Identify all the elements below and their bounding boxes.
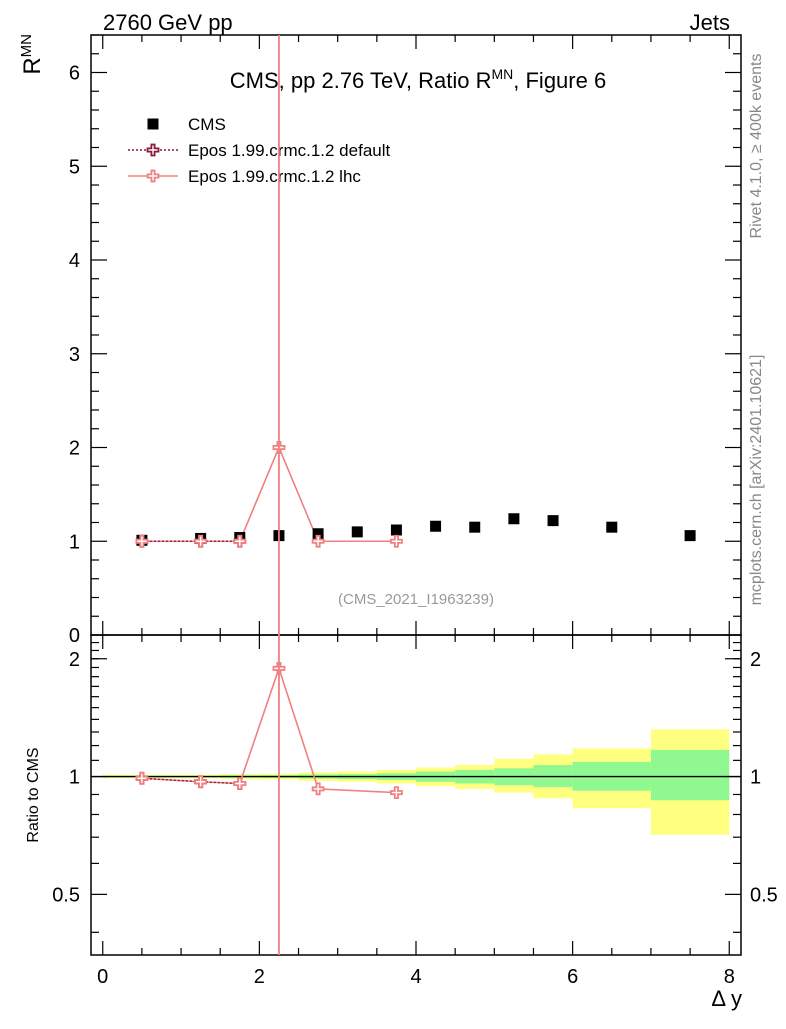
lhc-point (311, 534, 325, 548)
legend-label: Epos 1.99.crmc.1.2 default (188, 141, 391, 160)
ratio-lhc-point (194, 775, 208, 789)
cms-point (508, 513, 520, 525)
main-y-tick-label: 5 (69, 156, 80, 178)
ratio-uncertainty-bands (91, 729, 741, 835)
main-series (135, 441, 696, 548)
ratio-lhc-point (135, 771, 149, 785)
cms-point (469, 521, 481, 533)
main-y-tick-label: 0 (69, 625, 80, 647)
ratio-lhc-point (390, 786, 403, 799)
cms-point (547, 515, 559, 527)
ratio-y-tick-label: 1 (69, 767, 80, 789)
ratio-y-tick-label: 2 (69, 649, 80, 671)
main-y-tick-label: 4 (69, 250, 80, 272)
ratio-lhc-point (311, 782, 325, 796)
cms-point (390, 524, 402, 536)
legend-marker (146, 169, 160, 183)
main-title: CMS, pp 2.76 TeV, Ratio RMN, Figure 6 (230, 66, 606, 93)
mcplots-label: mcplots.cern.ch [arXiv:2401.10621] (748, 355, 765, 606)
ratio-y-tick-label-right: 1 (750, 767, 761, 789)
ratio-y-tick-label-right: 2 (750, 649, 761, 671)
main-y-tick-label: 1 (69, 531, 80, 553)
lhc-point (194, 534, 208, 548)
lhc-point (390, 534, 403, 548)
x-tick-label: 4 (410, 966, 421, 988)
ratio-frame (90, 634, 742, 956)
lhc-point (135, 534, 149, 548)
ratio-default-line (141, 777, 240, 785)
ratio-y-tick-label-right: 0.5 (750, 884, 778, 906)
watermark: (CMS_2021_I1963239) (338, 591, 494, 608)
x-tick-label: 2 (254, 966, 265, 988)
legend-marker (146, 143, 160, 157)
cms-point (351, 526, 363, 538)
ratio-axis-ticks: 0 2 4 6 8 0.5 0.5 1 1 2 2 (52, 635, 778, 988)
header-left-label: 2760 GeV pp (103, 10, 233, 35)
main-y-tick-label: 2 (69, 438, 80, 460)
x-tick-label: 0 (97, 966, 108, 988)
ratio-y-label: Ratio to CMS (25, 747, 42, 842)
ratio-lhc-point (233, 777, 247, 790)
cms-point (684, 530, 696, 542)
band-green (650, 749, 730, 801)
legend: CMS Epos 1.99.crmc.1.2 default Epos 1.99.c… (128, 115, 391, 186)
legend-label: Epos 1.99.crmc.1.2 lhc (188, 167, 361, 186)
ratio-y-tick-label: 0.5 (52, 884, 80, 906)
ratio-panel: 0 2 4 6 8 0.5 0.5 1 1 2 2 Ratio to CMS Δ y (25, 634, 778, 1011)
cms-point (606, 521, 618, 533)
main-y-tick-label: 6 (69, 63, 80, 85)
main-y-tick-label: 3 (69, 344, 80, 366)
main-axis-ticks: 0 1 2 3 4 5 6 (69, 34, 741, 647)
main-panel: 0 1 2 3 4 5 6 CMS, pp 2.76 TeV, Ratio RMN, Fig… (18, 34, 742, 647)
cms-point (430, 520, 442, 532)
legend-cms-marker (147, 118, 159, 130)
main-y-label: RMN (18, 34, 46, 75)
header-right-label: Jets (690, 10, 730, 35)
cms-point (312, 528, 324, 540)
x-axis-label: Δ y (711, 986, 742, 1011)
lhc-point (233, 534, 247, 548)
x-tick-label: 8 (724, 966, 735, 988)
rivet-label: Rivet 4.1.0, ≥ 400k events (748, 54, 765, 239)
legend-label: CMS (188, 115, 226, 134)
x-tick-label: 6 (567, 966, 578, 988)
